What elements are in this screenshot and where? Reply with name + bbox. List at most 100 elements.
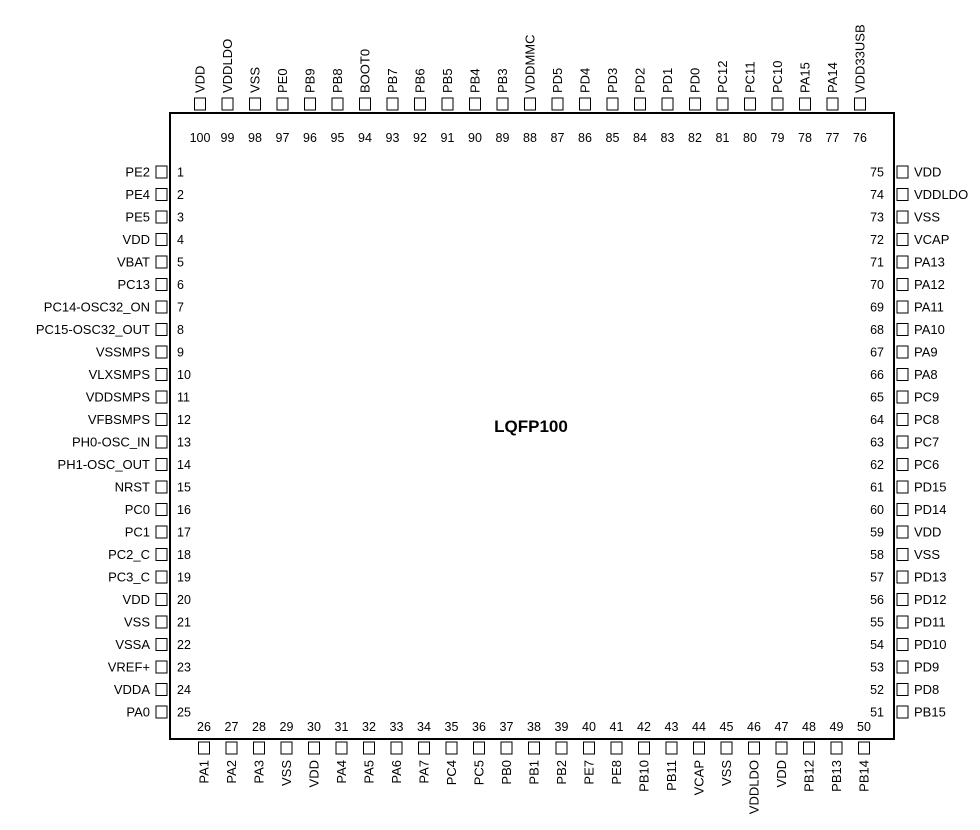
pin-77-pad [826, 97, 839, 111]
pin-3-number: 3 [177, 211, 184, 225]
pin-49-name: PB13 [829, 760, 844, 792]
pin-99-number: 99 [221, 131, 235, 145]
pin-69-number: 69 [870, 301, 884, 315]
pin-96-name: PB9 [303, 68, 318, 93]
package-title: LQFP100 [494, 417, 568, 436]
pin-46-pad [748, 741, 760, 755]
pin-64-number: 64 [870, 413, 884, 427]
pin-13-pad [155, 435, 168, 449]
pin-1-name: PE2 [125, 165, 150, 180]
pin-75-name: VDD [914, 165, 941, 180]
pin-94-number: 94 [358, 131, 372, 145]
pin-45-pad [720, 741, 733, 755]
pin-31-number: 31 [335, 720, 349, 734]
pin-5-name: VBAT [117, 255, 150, 270]
pin-59-name: VDD [914, 525, 941, 540]
pin-6-pad [155, 278, 168, 291]
pin-17-name: PC1 [125, 525, 150, 540]
pin-90-pad [469, 97, 481, 111]
pin-1-pad [155, 165, 168, 179]
pin-38-pad [528, 741, 540, 755]
pin-59-number: 59 [870, 526, 884, 540]
pin-91-name: PB5 [440, 68, 455, 93]
pin-31-name: PA4 [334, 760, 349, 784]
pin-14-name: PH1-OSC_OUT [58, 457, 151, 472]
pin-33-pad [390, 741, 403, 755]
pin-64-pad [896, 413, 909, 426]
pin-59-pad [896, 525, 909, 539]
pin-98-name: VSS [248, 67, 263, 93]
pin-70-number: 70 [870, 278, 884, 292]
package-body [169, 112, 895, 740]
pin-100-name: VDD [193, 66, 208, 93]
pin-28-name: PA3 [252, 760, 267, 784]
pin-15-name: NRST [115, 480, 150, 495]
pin-81-number: 81 [716, 131, 730, 145]
pin-69-name: PA11 [914, 300, 944, 315]
pin-90-name: PB4 [468, 68, 483, 93]
pin-54-name: PD10 [914, 637, 947, 652]
pin-50-number: 50 [857, 720, 871, 734]
pin-43-pad [665, 741, 678, 755]
pin-55-number: 55 [870, 616, 884, 630]
pin-88-name: VDDMMC [523, 35, 538, 94]
pin-58-pad [896, 548, 909, 561]
pin-58-name: VSS [914, 547, 940, 562]
pin-89-pad [496, 97, 509, 111]
pin-87-name: PD5 [550, 68, 565, 93]
pin-62-pad [896, 458, 909, 471]
pin-27-pad [225, 741, 238, 755]
pin-7-name: PC14-OSC32_ON [44, 300, 150, 315]
pin-43-number: 43 [665, 720, 679, 734]
pin-76-pad [854, 97, 866, 111]
pin-99-name: VDDLDO [220, 39, 235, 93]
pin-32-name: PA5 [362, 760, 377, 784]
pin-33-name: PA6 [389, 760, 404, 784]
pin-17-pad [155, 525, 168, 539]
pin-13-number: 13 [177, 436, 191, 450]
pin-82-name: PD0 [688, 68, 703, 93]
pin-8-name: PC15-OSC32_OUT [36, 322, 150, 337]
pin-41-number: 41 [610, 720, 624, 734]
pin-62-name: PC6 [914, 457, 939, 472]
pin-45-name: VSS [719, 760, 734, 786]
pin-35-pad [445, 741, 458, 755]
pin-11-name: VDDSMPS [86, 390, 151, 405]
pin-40-name: PE7 [582, 760, 597, 785]
pin-74-number: 74 [870, 188, 884, 202]
pin-27-name: PA2 [224, 760, 239, 784]
pin-93-number: 93 [386, 131, 400, 145]
pin-35-name: PC4 [444, 760, 459, 785]
pin-64-name: PC8 [914, 412, 939, 427]
pin-75-pad [896, 165, 909, 179]
pin-18-name: PC2_C [108, 547, 150, 562]
pin-68-number: 68 [870, 323, 884, 337]
pin-75-number: 75 [870, 166, 884, 180]
pin-82-pad [689, 97, 701, 111]
pin-11-pad [155, 390, 168, 404]
pin-24-number: 24 [177, 683, 191, 697]
pin-70-pad [896, 278, 909, 291]
pin-66-pad [896, 368, 909, 381]
pin-65-number: 65 [870, 391, 884, 405]
pin-44-name: VCAP [692, 760, 707, 795]
pin-63-name: PC7 [914, 435, 939, 450]
pin-22-pad [155, 638, 168, 651]
pin-77-number: 77 [826, 131, 840, 145]
pin-52-name: PD8 [914, 682, 939, 697]
pin-42-number: 42 [637, 720, 651, 734]
pin-73-name: VSS [914, 210, 940, 225]
pin-99-pad [221, 97, 234, 111]
pin-73-number: 73 [870, 211, 884, 225]
pin-41-name: PE8 [609, 760, 624, 785]
pin-68-name: PA10 [914, 322, 945, 337]
pin-37-number: 37 [500, 720, 514, 734]
pin-76-name: VDD33USB [853, 24, 868, 93]
pin-30-name: VDD [307, 760, 322, 787]
pin-71-pad [896, 255, 909, 269]
pin-91-pad [441, 97, 454, 111]
pin-60-name: PD14 [914, 502, 947, 517]
pin-6-number: 6 [177, 278, 184, 292]
pin-79-name: PC10 [770, 60, 785, 93]
pin-63-number: 63 [870, 436, 884, 450]
